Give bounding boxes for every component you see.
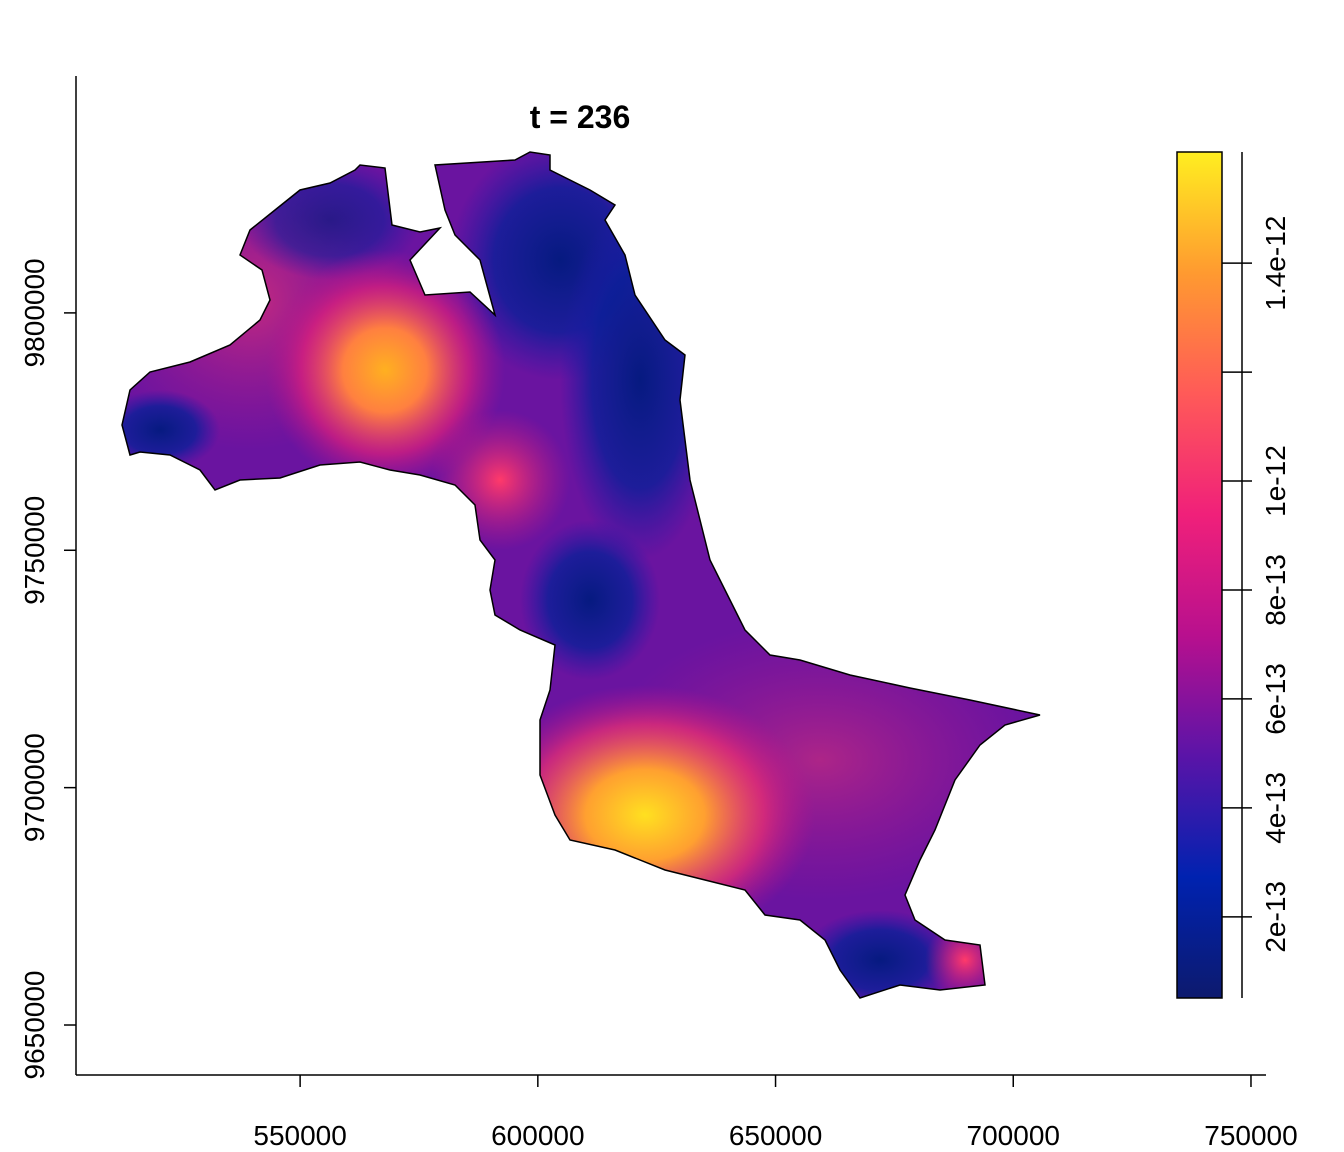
y-tick-label: 9800000	[19, 258, 50, 367]
legend-tick-label: 6e-13	[1260, 663, 1291, 735]
legend-tick-label: 4e-13	[1260, 772, 1291, 844]
y-tick-label: 9650000	[19, 971, 50, 1080]
x-tick-label: 650000	[729, 1120, 822, 1151]
raster-field	[122, 152, 1040, 998]
x-tick-label: 600000	[491, 1120, 584, 1151]
legend-tick-label: 8e-13	[1260, 554, 1291, 626]
map-title: t = 236	[530, 99, 631, 135]
x-tick-label: 700000	[967, 1120, 1060, 1151]
y-tick-label: 9700000	[19, 733, 50, 842]
y-tick-label: 9750000	[19, 496, 50, 605]
x-tick-label: 550000	[253, 1120, 346, 1151]
legend-tick-label: 1e-12	[1260, 445, 1291, 517]
color-bar	[1176, 151, 1223, 999]
legend-tick-label: 1.4e-12	[1260, 216, 1291, 311]
x-tick-label: 750000	[1204, 1120, 1297, 1151]
legend-tick-label: 2e-13	[1260, 881, 1291, 953]
